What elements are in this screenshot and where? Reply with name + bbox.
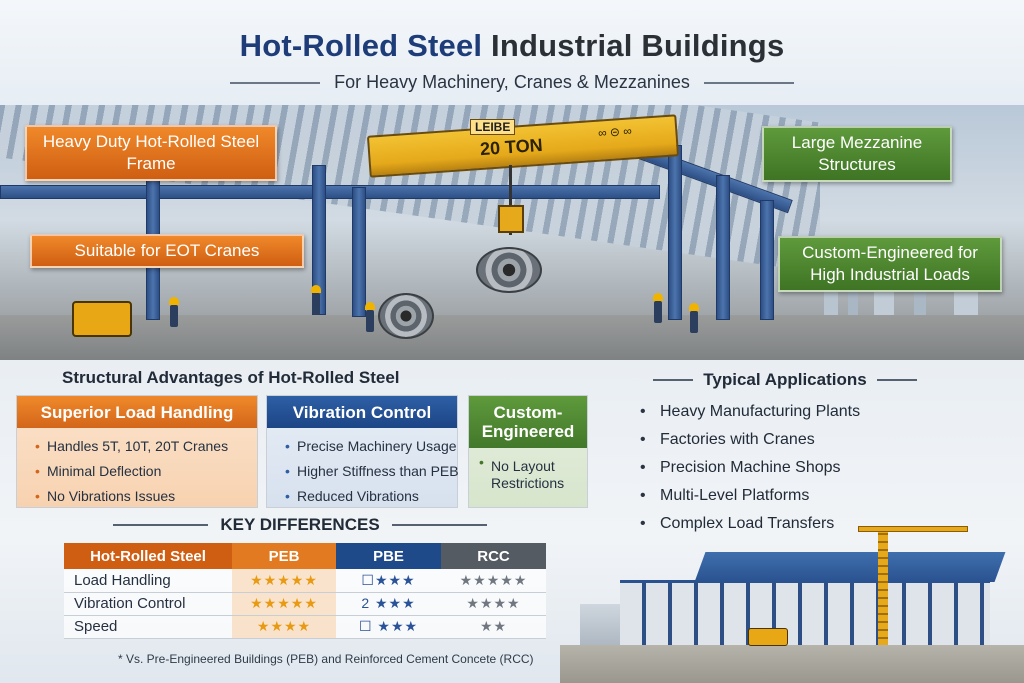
list-item: Reduced Vibrations (285, 484, 445, 509)
steel-column (716, 175, 730, 320)
advantage-list: Precise Machinery Usage Higher Stiffness… (267, 428, 459, 509)
table-row: Vibration Control ★★★★★ 2 ★★★ ★★★★ (64, 592, 546, 616)
callout-mezzanine: Large Mezzanine Structures (762, 126, 952, 182)
footnote: * Vs. Pre-Engineered Buildings (PEB) and… (118, 652, 534, 666)
star-rating: ★★★★★ (250, 571, 318, 588)
table-header-row: Hot-Rolled Steel PEB PBE RCC (64, 543, 546, 569)
row-label: Vibration Control (64, 592, 232, 616)
list-item: No Vibrations Issues (35, 484, 245, 509)
tower-crane-mast (878, 530, 888, 645)
star-rating: 2 ★★★ (361, 595, 416, 611)
page-title: Hot-Rolled Steel Industrial Buildings (0, 28, 1024, 64)
worker (689, 303, 699, 333)
building-illustration (560, 520, 1024, 683)
column-header: PEB (232, 543, 336, 569)
subtitle-row: For Heavy Machinery, Cranes & Mezzanines (0, 72, 1024, 93)
truck (748, 628, 788, 646)
list-item: Minimal Deflection (35, 459, 245, 484)
list-item: Multi-Level Platforms (638, 482, 860, 510)
column-header: Hot-Rolled Steel (64, 543, 232, 569)
star-rating: ★★★★★ (250, 595, 318, 611)
advantage-card-vibration: Vibration Control Precise Machinery Usag… (266, 395, 459, 509)
steel-coil (476, 247, 542, 293)
worker (365, 302, 375, 332)
advantage-heading: Custom-Engineered (469, 396, 587, 448)
title-rest: Industrial Buildings (491, 28, 785, 63)
row-label: Load Handling (64, 569, 232, 593)
applications-divider-right (876, 379, 917, 381)
steel-column (352, 187, 366, 317)
list-item: Factories with Cranes (638, 426, 860, 454)
key-differences-title: KEY DIFFERENCES (220, 515, 380, 534)
advantage-card-load: Superior Load Handling Handles 5T, 10T, … (16, 395, 258, 509)
steel-column (760, 200, 774, 320)
list-item: Handles 5T, 10T, 20T Cranes (35, 434, 245, 459)
table-row: Load Handling ★★★★★ ☐★★★ ★★★★★ (64, 569, 546, 593)
ground (560, 645, 1024, 683)
list-item: Precise Machinery Usage (285, 434, 457, 459)
subtitle-divider-right (703, 81, 794, 84)
steel-coil (378, 293, 434, 339)
row-label: Speed (64, 615, 232, 639)
comparison-table: Hot-Rolled Steel PEB PBE RCC Load Handli… (64, 543, 546, 639)
crane-brand-mark: ∞ ⊝ ∞ (597, 123, 633, 141)
advantage-heading: Vibration Control (267, 396, 457, 428)
tower-crane-jib (858, 526, 968, 532)
column-header: PBE (336, 543, 441, 569)
star-rating: ★★★★ (256, 618, 312, 634)
table-row: Speed ★★★★ ☐ ★★★ ★★ (64, 615, 546, 639)
crane-capacity-label: 20 TON (479, 134, 544, 160)
list-item: Precision Machine Shops (638, 454, 860, 482)
list-item: Heavy Manufacturing Plants (638, 398, 860, 426)
applications-header: Typical Applications (620, 370, 950, 390)
building-wall (620, 580, 990, 645)
star-rating: ★★★★ (466, 595, 521, 611)
hoist-block (498, 205, 524, 233)
advantage-list: Handles 5T, 10T, 20T Cranes Minimal Defl… (17, 428, 257, 509)
factory-floor (0, 315, 1024, 360)
building-roof (694, 552, 1006, 582)
list-item: Higher Stiffness than PEB (285, 459, 459, 484)
crane-tag: LEIBE (470, 119, 516, 135)
advantages-title: Structural Advantages of Hot-Rolled Stee… (62, 368, 400, 387)
roof-beam (0, 185, 660, 199)
worker (653, 293, 663, 323)
list-item: Complex Load Transfers (638, 510, 860, 538)
star-rating: ★★★★★ (459, 571, 528, 588)
key-differences-divider-left (113, 524, 209, 526)
steel-column (668, 145, 682, 320)
callout-hot-rolled-frame: Heavy Duty Hot-Rolled Steel Frame (25, 125, 277, 181)
applications-list: Heavy Manufacturing Plants Factories wit… (638, 398, 860, 538)
list-item: No Layout Restrictions (479, 454, 575, 492)
worker (311, 285, 321, 315)
hoist-cable (509, 165, 512, 235)
key-differences-header: KEY DIFFERENCES (40, 515, 560, 535)
star-rating: ★★ (479, 618, 508, 634)
worker (169, 297, 179, 327)
applications-divider-left (653, 379, 694, 381)
header: Hot-Rolled Steel Industrial Buildings Fo… (0, 0, 1024, 105)
subtitle-divider-left (230, 81, 321, 84)
advantage-list: No Layout Restrictions (469, 448, 587, 492)
callout-eot-cranes: Suitable for EOT Cranes (30, 234, 304, 268)
applications-title: Typical Applications (703, 370, 867, 389)
advantage-card-custom: Custom-Engineered No Layout Restrictions (468, 395, 588, 508)
title-highlight: Hot-Rolled Steel (239, 28, 483, 63)
forklift (72, 301, 132, 337)
star-rating: ☐ ★★★ (358, 618, 419, 634)
advantage-heading: Superior Load Handling (17, 396, 257, 428)
page-subtitle: For Heavy Machinery, Cranes & Mezzanines (334, 72, 690, 92)
star-rating: ☐★★★ (361, 571, 416, 588)
callout-custom-engineered: Custom-Engineered for High Industrial Lo… (778, 236, 1002, 292)
key-differences-divider-right (391, 524, 487, 526)
column-header: RCC (441, 543, 546, 569)
